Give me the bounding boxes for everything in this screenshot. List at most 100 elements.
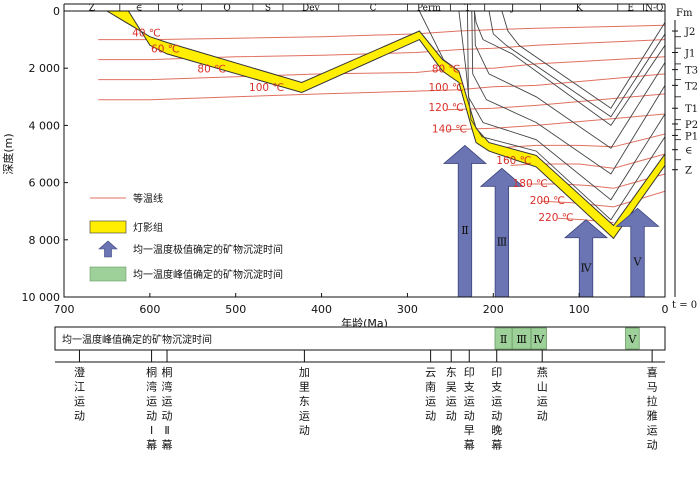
legend-arrow-swatch [98,240,118,258]
event-char-3-4: 动 [299,424,310,437]
burial-line-7 [501,11,665,109]
y-tick-label-1: 2 000 [29,62,61,75]
formation-label-7: ∈ [685,146,692,157]
legend-label-3: 均一温度峰值确定的矿物沉淀时间 [133,268,283,281]
isotherm-label-1: 60 ℃ [151,43,180,55]
burial-line-0 [473,11,665,127]
event-label-8: 燕山运动 [537,366,548,423]
event-char-6-0: 印 [464,366,475,379]
y-axis-title: 深度(m) [1,133,15,174]
peak-box-label-2: Ⅳ [533,333,545,346]
event-char-2-0: 桐 [162,365,173,379]
stage-arrow-label-1: Ⅲ [497,236,508,249]
burial-line-6 [488,11,665,118]
event-char-2-4: Ⅱ [164,424,169,437]
burial-line-2 [471,11,665,175]
event-label-1: 桐湾运动 Ⅰ 幕 [146,365,157,452]
event-char-0-2: 运 [74,395,85,408]
x-tick-label-6: 100 [569,303,590,316]
formation-label-2: T3 [685,66,698,77]
legend-box-swatch [89,266,127,282]
stage-arrow-label-0: Ⅱ [461,224,468,237]
peak-box-label-3: Ⅴ [627,333,637,346]
period-label-0: Z [89,4,95,14]
event-label-0: 澄江运动 [74,365,85,423]
isotherm-line-1 [98,39,665,61]
plot-border [63,10,666,298]
event-char-9-1: 马 [647,381,658,394]
isotherm-label-0: 40 ℃ [132,28,161,40]
isotherm-line-5 [447,113,665,131]
event-char-4-2: 运 [425,395,436,408]
isotherm-label-2: 80 ℃ [197,63,226,75]
y-tick-label-2: 4 000 [29,119,61,132]
event-char-6-5: 幕 [464,438,475,452]
isotherm-label-7: 140 ℃ [432,124,467,136]
period-label-8: T [465,4,471,14]
peak-bar-title: 均一温度峰值确定的矿物沉淀时间 [62,333,212,346]
isotherm-labels: 40 ℃ 60 ℃ 80 ℃ 100 ℃ 80 ℃ 100 ℃ 120 ℃ 140 ℃ 160 … [132,28,573,224]
event-char-7-3: 动 [491,410,502,423]
period-label-9: J [510,4,515,14]
period-label-10: K [576,4,583,14]
event-char-6-3: 动 [464,410,475,423]
x-tick-label-2: 500 [225,303,246,316]
event-char-5-0: 东 [446,366,457,379]
event-char-8-3: 动 [537,410,548,423]
isotherm-label-9: 180 ℃ [513,178,548,190]
peak-box-label-1: Ⅲ [516,333,527,346]
event-char-1-2: 运 [146,395,157,408]
formation-label-6: P1 [685,131,698,142]
event-label-2: 桐湾运动 Ⅱ 幕 [162,365,173,452]
formation-label-4: T1 [685,104,698,115]
event-char-3-1: 里 [299,381,310,394]
x-tick-label-7: 0 [662,303,669,316]
event-char-2-5: 幕 [162,438,173,452]
event-char-0-0: 澄 [74,365,85,379]
y-tick-label-5: 10 000 [22,291,61,304]
y-tick-label-0: 0 [53,5,60,18]
event-char-5-1: 吴 [446,381,457,394]
isotherm-label-8: 160 ℃ [496,155,531,167]
event-char-7-0: 印 [491,366,502,379]
x-tick-label-3: 400 [311,303,332,316]
isotherm-label-5: 100 ℃ [428,82,463,94]
event-char-1-4: Ⅰ [150,424,153,437]
event-char-9-2: 拉 [647,394,658,408]
formation-label-1: J1 [684,48,695,59]
burial-line-4 [458,11,665,221]
burial-lines [418,11,665,221]
legend-dengying-swatch [89,220,127,234]
peak-bar: 均一温度峰值确定的矿物沉淀时间 Ⅱ Ⅲ Ⅳ Ⅴ [54,326,666,351]
stage-arrow-2 [563,219,609,298]
event-char-0-3: 动 [74,410,85,423]
burial-line-3 [467,11,665,201]
isotherm-label-6: 120 ℃ [428,102,463,114]
event-char-8-0: 燕 [537,366,548,379]
dengying-group-band [105,11,665,240]
event-char-1-3: 动 [146,410,157,423]
isotherm-line-2 [98,56,665,81]
period-strip: Z ∈ C O S Dev C Perm T J K E N-Q [89,4,664,14]
event-char-9-0: 喜 [647,366,658,379]
isotherm-line-3 [98,73,665,101]
event-char-7-4: 晚 [491,424,502,437]
event-char-2-1: 湾 [162,380,173,394]
event-char-2-3: 动 [162,410,173,423]
plot-frame [63,3,666,298]
event-char-6-1: 支 [464,381,475,394]
formation-label-5: P2 [685,120,698,131]
x-tick-label-1: 600 [139,303,160,316]
event-char-9-3: 雅 [647,409,658,423]
event-label-4: 云南运动 [425,366,436,423]
isotherm-label-10: 200 ℃ [530,195,565,207]
isotherm-line-4 [446,93,665,111]
period-label-11: E [627,4,634,14]
x-tick-label-0: 700 [54,303,75,316]
x-tick-label-5: 200 [483,303,504,316]
stage-arrow-label-2: Ⅳ [581,261,593,274]
stage-arrow-label-3: Ⅴ [633,256,643,269]
